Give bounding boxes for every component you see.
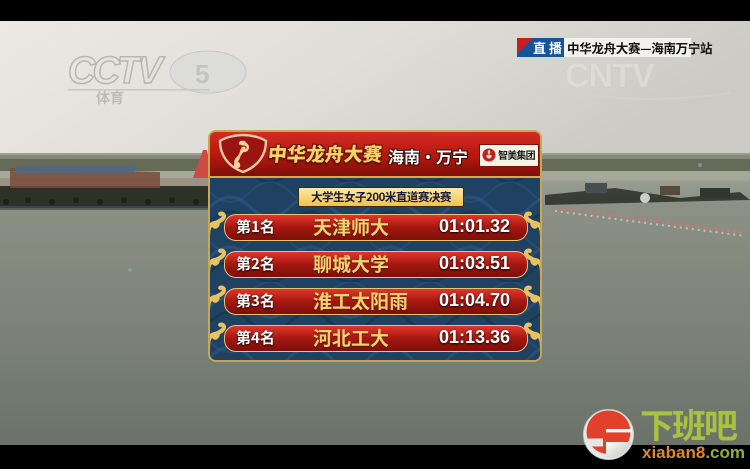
svg-text:体育: 体育 — [96, 88, 124, 105]
svg-text:CCTV: CCTV — [68, 50, 165, 92]
svg-text:CNTV: CNTV — [565, 57, 655, 95]
svg-text:5: 5 — [195, 59, 209, 89]
